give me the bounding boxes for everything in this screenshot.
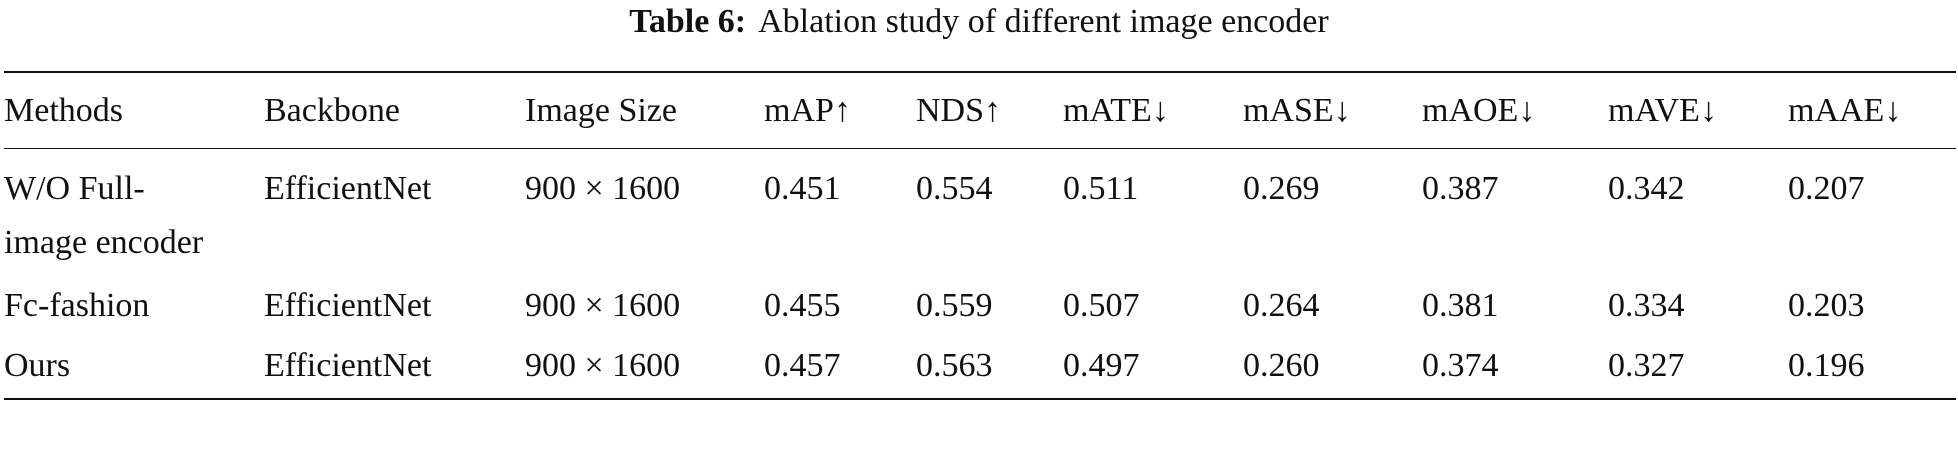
header-cell: mAP↑ <box>764 91 851 129</box>
table-cell: 0.511 <box>1063 170 1139 207</box>
table-cell: 0.196 <box>1788 347 1865 384</box>
table-cell: 0.559 <box>916 287 993 324</box>
table-cell: 900 × 1600 <box>525 170 681 207</box>
header-cell: mASE↓ <box>1243 91 1351 129</box>
table-body: W/O Full-image encoder EfficientNet 900 × … <box>4 149 1956 399</box>
table-cell: EfficientNet <box>264 347 432 384</box>
table-cell: W/O Full-image encoder <box>4 149 264 271</box>
caption-text: Ablation study of different image encode… <box>758 3 1329 40</box>
method-name: W/O Full-image encoder <box>4 170 204 261</box>
table-cell: 0.269 <box>1243 170 1320 207</box>
table-cell: 0.507 <box>1063 287 1140 324</box>
table-cell: 900 × 1600 <box>525 347 681 384</box>
table-cell: 0.381 <box>1422 287 1499 324</box>
table-cell: 0.334 <box>1608 287 1685 324</box>
table-cell: 0.264 <box>1243 287 1320 324</box>
header-cell: mAAE↓ <box>1788 91 1902 129</box>
table-cell: 900 × 1600 <box>525 287 681 324</box>
table-cell: EfficientNet <box>264 287 432 324</box>
table: Methods Backbone Image Size mAP↑ NDS↑ mATE↓ mA… <box>4 71 1956 400</box>
table-cell: 0.327 <box>1608 347 1685 384</box>
table-cell: EfficientNet <box>264 170 432 207</box>
header-cell: Methods <box>4 91 123 129</box>
method-name: Ours <box>4 347 71 384</box>
table-cell: 0.342 <box>1608 170 1685 207</box>
table-cell: 0.374 <box>1422 347 1499 384</box>
table-cell: 0.563 <box>916 347 993 384</box>
table-row: W/O Full-image encoder EfficientNet 900 × … <box>4 149 1956 271</box>
header-cell: Image Size <box>525 91 677 129</box>
table-row: Ours EfficientNet 900 × 1600 0.457 0.563 0.49… <box>4 333 1956 399</box>
table-cell: 0.207 <box>1788 170 1865 207</box>
method-name: Fc-fashion <box>4 287 150 324</box>
header-cell: mATE↓ <box>1063 91 1169 129</box>
header-cell: mAVE↓ <box>1608 91 1717 129</box>
header-row: Methods Backbone Image Size mAP↑ NDS↑ mATE↓ mA… <box>4 72 1956 149</box>
table-cell: Ours <box>4 333 264 399</box>
caption-label: Table 6: <box>629 3 747 40</box>
table-caption: Table 6: Ablation study of different imag… <box>0 0 1958 44</box>
header-cell: mAOE↓ <box>1422 91 1536 129</box>
table-cell: 0.457 <box>764 347 841 384</box>
table-cell: 0.203 <box>1788 287 1865 324</box>
table-cell: 0.387 <box>1422 170 1499 207</box>
table-cell: 0.455 <box>764 287 841 324</box>
table-cell: 0.260 <box>1243 347 1320 384</box>
header-cell: Backbone <box>264 91 400 129</box>
header-cell: NDS↑ <box>916 91 1002 129</box>
table-cell: 0.554 <box>916 170 993 207</box>
table-cell: 0.451 <box>764 170 841 207</box>
table-cell: 0.497 <box>1063 347 1140 384</box>
table-cell: Fc-fashion <box>4 270 264 333</box>
table-row: Fc-fashion EfficientNet 900 × 1600 0.455 0.5… <box>4 270 1956 333</box>
